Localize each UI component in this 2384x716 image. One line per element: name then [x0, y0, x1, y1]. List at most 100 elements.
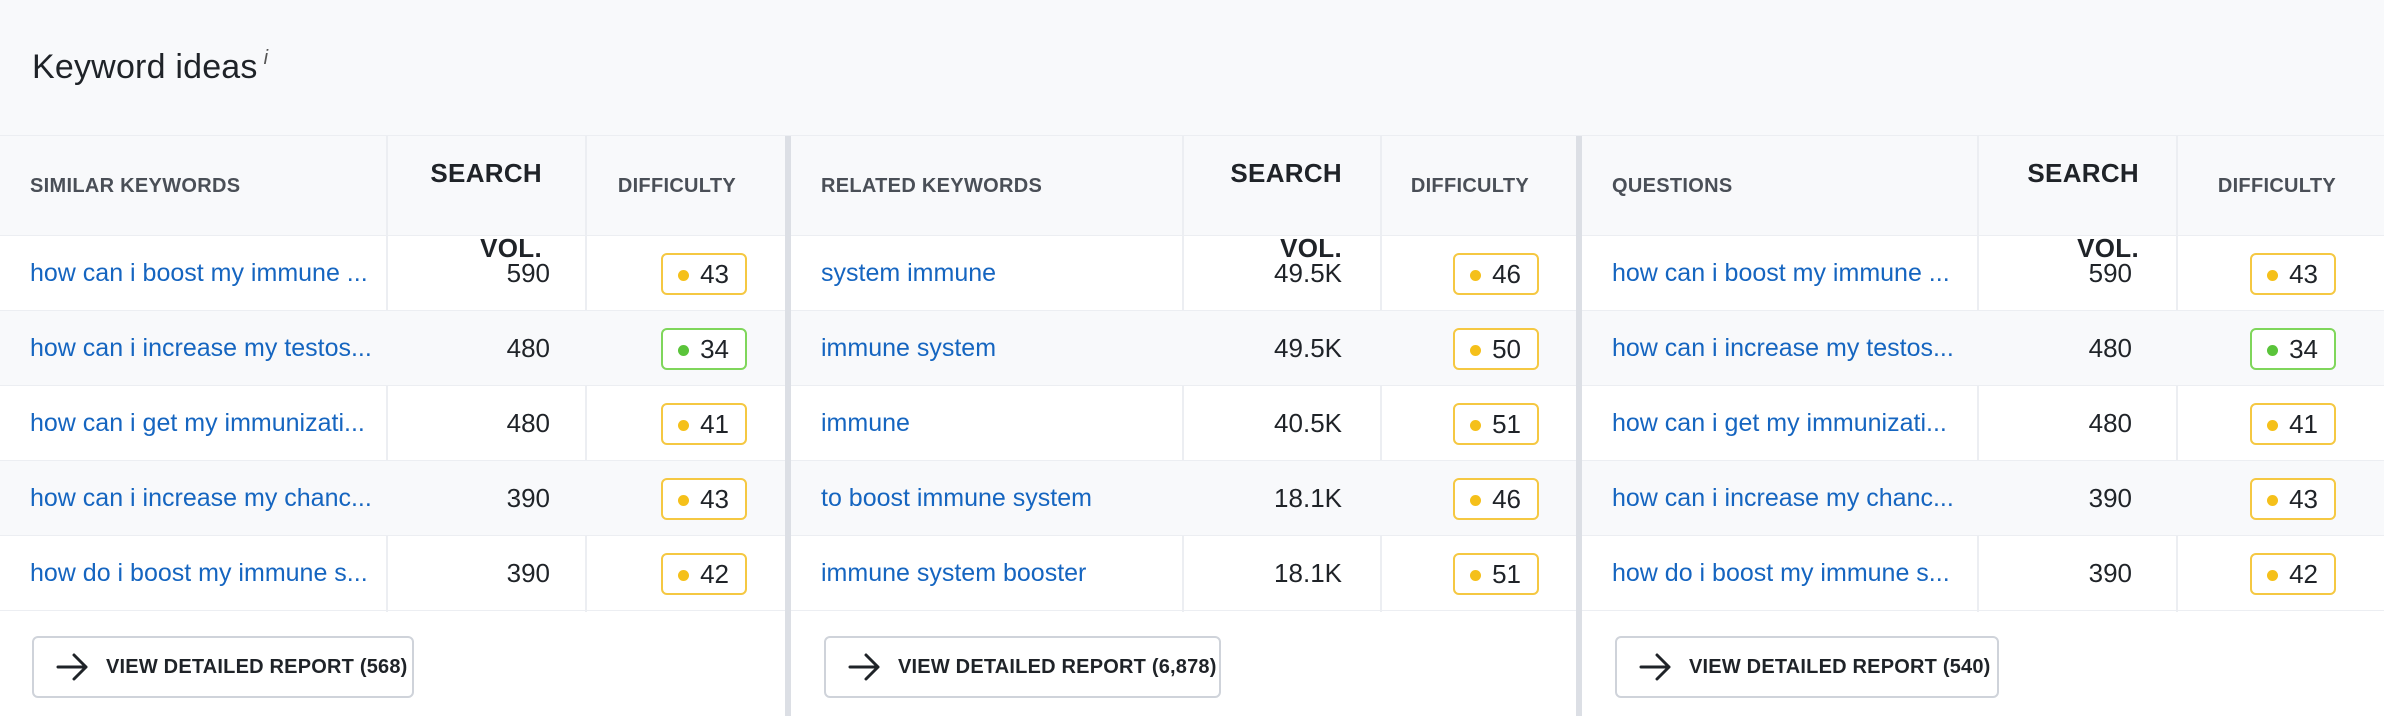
difficulty-badge: 51 [1453, 553, 1539, 595]
search-volume-value: 390 [2088, 483, 2132, 513]
difficulty-badge: 51 [1453, 403, 1539, 445]
panel-divider [1576, 136, 1582, 716]
difficulty-dot-icon [2267, 495, 2278, 506]
difficulty-dot-icon [2267, 345, 2278, 356]
difficulty-dot-icon [2267, 420, 2278, 431]
difficulty-value: 51 [1492, 409, 1521, 439]
page-title-text: Keyword ideas [32, 48, 258, 86]
view-detailed-report-button[interactable]: VIEW DETAILED REPORT (6,878) [824, 636, 1221, 698]
keyword-link[interactable]: how can i boost my immune ... [30, 259, 368, 287]
difficulty-dot-icon [2267, 570, 2278, 581]
difficulty-dot-icon [1470, 570, 1481, 581]
table-row: immune system booster 18.1K 51 [791, 536, 1576, 611]
keyword-link[interactable]: how can i boost my immune ... [1612, 259, 1950, 287]
search-volume-value: 18.1K [1274, 558, 1342, 588]
keyword-link[interactable]: how can i get my immunizati... [1612, 409, 1947, 437]
column-header-difficulty: DIFFICULTY [617, 175, 736, 197]
difficulty-value: 46 [1492, 484, 1521, 514]
panel-questions: QUESTIONS SEARCH VOL. DIFFICULTY how can… [1582, 136, 2384, 716]
arrow-right-icon [1639, 653, 1671, 681]
column-header-keyword: SIMILAR KEYWORDS [30, 175, 241, 197]
difficulty-dot-icon [678, 420, 689, 431]
keyword-link[interactable]: how can i increase my testos... [1612, 334, 1954, 362]
keyword-link[interactable]: to boost immune system [821, 484, 1092, 512]
difficulty-dot-icon [678, 345, 689, 356]
column-header-search-volume: SEARCH VOL. [1230, 158, 1342, 263]
view-detailed-report-button[interactable]: VIEW DETAILED REPORT (568) [32, 636, 414, 698]
search-volume-value: 49.5K [1274, 258, 1342, 288]
table-header: SIMILAR KEYWORDS SEARCH VOL. DIFFICULTY [0, 136, 785, 263]
keyword-link[interactable]: how can i increase my chanc... [30, 484, 372, 512]
column-header-keyword: QUESTIONS [1612, 175, 1733, 197]
table-row: to boost immune system 18.1K 46 [791, 461, 1576, 536]
keyword-link[interactable]: immune system [821, 334, 997, 362]
panel-similar-keywords: SIMILAR KEYWORDS SEARCH VOL. DIFFICULTY … [0, 136, 785, 716]
keyword-link[interactable]: how can i increase my testos... [30, 334, 372, 362]
button-label: VIEW DETAILED REPORT (568) [106, 656, 408, 678]
keyword-link[interactable]: how can i increase my chanc... [1612, 484, 1954, 512]
difficulty-value: 43 [700, 259, 729, 289]
search-volume-value: 480 [2088, 333, 2132, 363]
button-label: VIEW DETAILED REPORT (540) [1689, 656, 1991, 678]
difficulty-badge: 43 [661, 478, 747, 520]
search-volume-value: 480 [506, 333, 550, 363]
difficulty-badge: 43 [2250, 253, 2336, 295]
difficulty-badge: 46 [1453, 253, 1539, 295]
difficulty-dot-icon [2267, 270, 2278, 281]
difficulty-value: 42 [700, 559, 729, 589]
difficulty-badge: 41 [661, 403, 747, 445]
search-volume-value: 40.5K [1274, 408, 1342, 438]
table-header: QUESTIONS SEARCH VOL. DIFFICULTY [1582, 136, 2384, 263]
search-volume-value: 480 [506, 408, 550, 438]
view-detailed-report-button[interactable]: VIEW DETAILED REPORT (540) [1615, 636, 1999, 698]
search-volume-value: 590 [506, 258, 550, 288]
difficulty-value: 43 [2289, 259, 2318, 289]
difficulty-badge: 46 [1453, 478, 1539, 520]
panel-related-keywords: RELATED KEYWORDS SEARCH VOL. DIFFICULTY … [791, 136, 1576, 716]
search-volume-value: 390 [506, 483, 550, 513]
keyword-link[interactable]: how do i boost my immune s... [1612, 559, 1950, 587]
keyword-link[interactable]: how do i boost my immune s... [30, 559, 368, 587]
table-row: how can i get my immunizati... 480 41 [1582, 386, 2384, 461]
difficulty-badge: 34 [661, 328, 747, 370]
difficulty-value: 51 [1492, 559, 1521, 589]
difficulty-dot-icon [678, 495, 689, 506]
table-row: how can i increase my chanc... 390 43 [1582, 461, 2384, 536]
difficulty-badge: 42 [661, 553, 747, 595]
difficulty-dot-icon [1470, 270, 1481, 281]
info-icon[interactable]: i [263, 47, 269, 69]
page-title: Keyword ideas i [32, 47, 268, 87]
search-volume-value: 480 [2088, 408, 2132, 438]
difficulty-badge: 34 [2250, 328, 2336, 370]
table-row: how can i boost my immune ... 590 43 [0, 236, 785, 311]
difficulty-badge: 42 [2250, 553, 2336, 595]
button-label: VIEW DETAILED REPORT (6,878) [898, 656, 1217, 678]
difficulty-value: 42 [2289, 559, 2318, 589]
column-header-difficulty: DIFFICULTY [2217, 175, 2336, 197]
difficulty-badge: 41 [2250, 403, 2336, 445]
table-row: immune 40.5K 51 [791, 386, 1576, 461]
keyword-link[interactable]: how can i get my immunizati... [30, 409, 365, 437]
column-header-difficulty: DIFFICULTY [1410, 175, 1529, 197]
table-row: how do i boost my immune s... 390 42 [0, 536, 785, 611]
keyword-link[interactable]: system immune [821, 259, 997, 287]
search-volume-value: 390 [2088, 558, 2132, 588]
difficulty-dot-icon [1470, 345, 1481, 356]
difficulty-value: 34 [2289, 334, 2318, 364]
keyword-link[interactable]: immune [821, 409, 910, 437]
difficulty-value: 50 [1492, 334, 1521, 364]
panel-divider [785, 136, 791, 716]
difficulty-value: 41 [700, 409, 729, 439]
keyword-link[interactable]: immune system booster [821, 559, 1087, 587]
difficulty-badge: 43 [661, 253, 747, 295]
column-header-keyword: RELATED KEYWORDS [821, 175, 1043, 197]
search-volume-value: 590 [2088, 258, 2132, 288]
column-header-search-volume: SEARCH VOL. [430, 158, 542, 263]
arrow-right-icon [56, 653, 88, 681]
difficulty-dot-icon [1470, 420, 1481, 431]
difficulty-value: 46 [1492, 259, 1521, 289]
header: Keyword ideas i [0, 0, 2384, 136]
arrow-right-icon [848, 653, 880, 681]
difficulty-dot-icon [678, 270, 689, 281]
search-volume-value: 18.1K [1274, 483, 1342, 513]
